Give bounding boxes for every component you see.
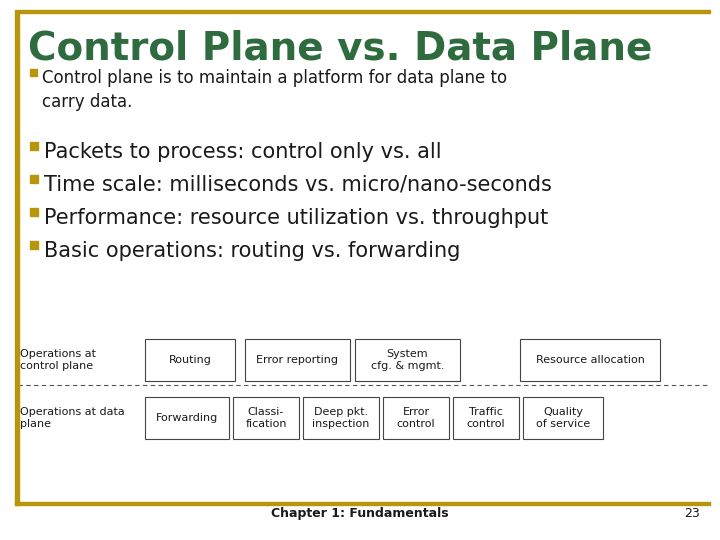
Text: Deep pkt.
inspection: Deep pkt. inspection	[312, 407, 369, 429]
Text: Error
control: Error control	[397, 407, 436, 429]
Text: Time scale: milliseconds vs. micro/nano-seconds: Time scale: milliseconds vs. micro/nano-…	[44, 175, 552, 195]
Bar	[303, 397, 379, 439]
Bar	[520, 339, 660, 381]
Text: 23: 23	[684, 507, 700, 520]
Text: Classi-
fication: Classi- fication	[246, 407, 287, 429]
Text: Chapter 1: Fundamentals: Chapter 1: Fundamentals	[271, 507, 449, 520]
Bar	[145, 397, 229, 439]
Text: Traffic
control: Traffic control	[467, 407, 505, 429]
Bar	[15, 13, 19, 505]
Text: Routing: Routing	[168, 355, 212, 365]
Text: Quality
of service: Quality of service	[536, 407, 590, 429]
Text: Operations at data
plane: Operations at data plane	[20, 407, 125, 429]
Bar	[245, 339, 350, 381]
Text: Error reporting: Error reporting	[256, 355, 338, 365]
Bar	[30, 241, 38, 249]
Bar	[30, 69, 37, 76]
Bar	[355, 339, 460, 381]
Text: Forwarding: Forwarding	[156, 413, 218, 423]
Bar	[30, 175, 38, 183]
Bar	[233, 397, 299, 439]
Bar	[15, 502, 710, 505]
Bar	[383, 397, 449, 439]
Bar	[15, 10, 710, 13]
Bar	[30, 208, 38, 216]
Text: Performance: resource utilization vs. throughput: Performance: resource utilization vs. th…	[44, 208, 548, 228]
Text: Control plane is to maintain a platform for data plane to
carry data.: Control plane is to maintain a platform …	[42, 69, 507, 111]
Bar	[145, 339, 235, 381]
Bar	[30, 142, 38, 150]
Bar	[523, 397, 603, 439]
Bar	[453, 397, 519, 439]
Text: Basic operations: routing vs. forwarding: Basic operations: routing vs. forwarding	[44, 241, 460, 261]
Text: System
cfg. & mgmt.: System cfg. & mgmt.	[371, 349, 444, 371]
Text: Operations at
control plane: Operations at control plane	[20, 349, 96, 371]
Text: Packets to process: control only vs. all: Packets to process: control only vs. all	[44, 142, 441, 162]
Text: Control Plane vs. Data Plane: Control Plane vs. Data Plane	[28, 30, 652, 68]
Text: Resource allocation: Resource allocation	[536, 355, 644, 365]
